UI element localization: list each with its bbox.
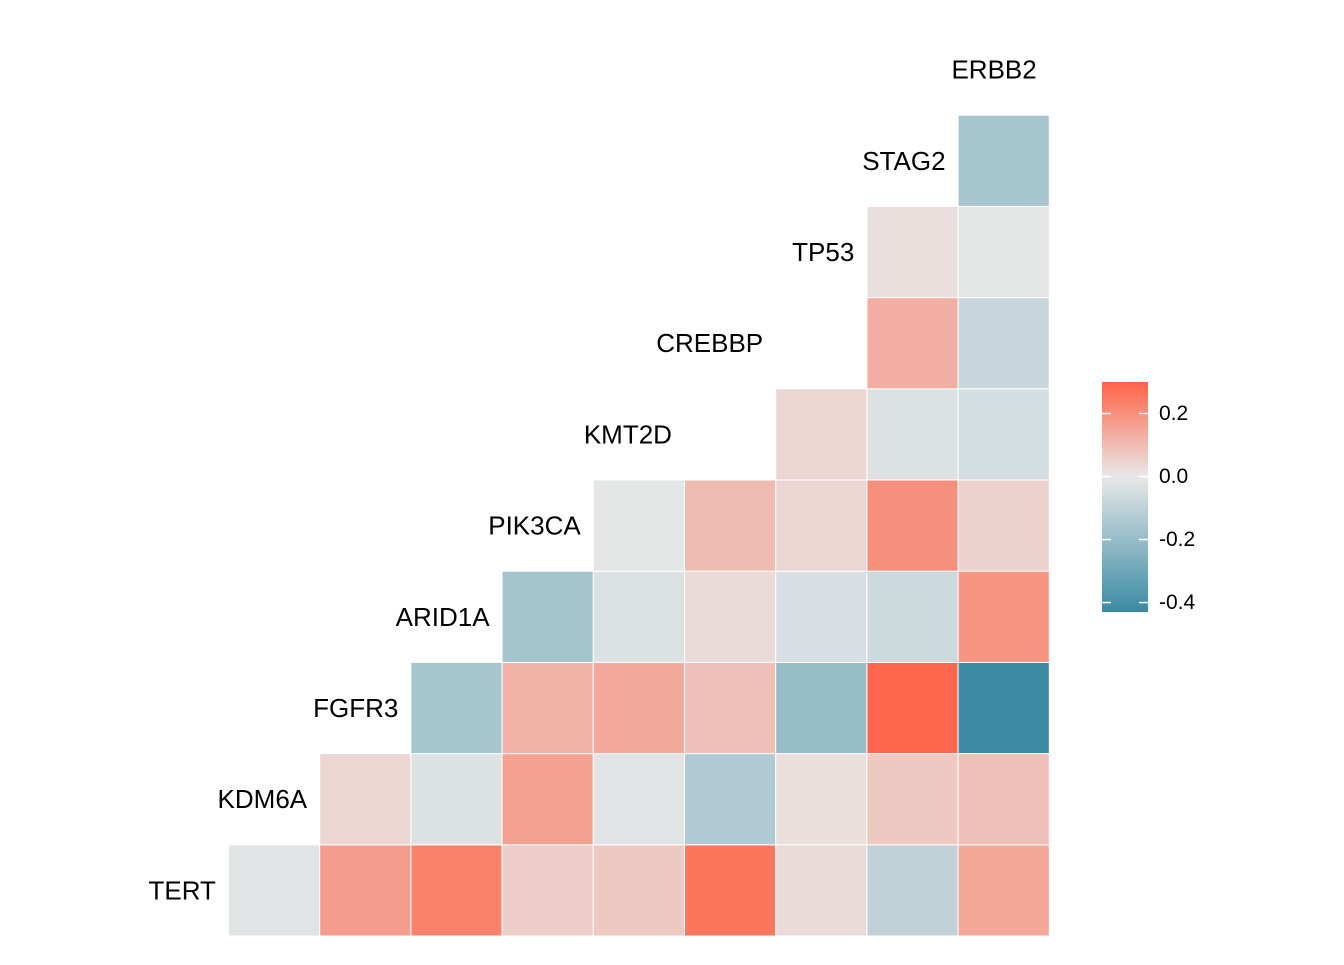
- heatmap-cell-tp53-pik3ca: [775, 479, 868, 572]
- heatmap-cell-pik3ca-kdm6a: [501, 753, 594, 846]
- heatmap-cell-tp53-kdm6a: [775, 753, 868, 846]
- heatmap-cell-crebbp-fgfr3: [684, 661, 777, 755]
- heatmap-cell-erbb2-tert: [957, 844, 1050, 937]
- heatmap-cell-erbb2-tp53: [957, 205, 1050, 299]
- heatmap-cell-stag2-fgfr3: [866, 661, 959, 755]
- heatmap-cell-kmt2d-kdm6a: [592, 753, 685, 846]
- heatmap-cell-stag2-tp53: [866, 205, 959, 299]
- heatmap-cell-stag2-arid1a: [866, 570, 959, 663]
- gene-labels: TERT KDM6A FGFR3 ARID1A PIK3CA KMT2D CREBBP TP5…: [149, 55, 1037, 906]
- legend-tick-label: -0.4: [1159, 591, 1196, 614]
- legend-tick-label: 0.2: [1159, 402, 1188, 425]
- heatmap-cell-erbb2-stag2: [957, 114, 1050, 207]
- gene-label-erbb2: ERBB2: [951, 55, 1036, 85]
- gene-label-crebbp: CREBBP: [656, 328, 763, 358]
- gene-label-stag2: STAG2: [862, 146, 945, 176]
- heatmap-cell-kmt2d-tert: [592, 844, 685, 937]
- heatmap-cell-fgfr3-tert: [319, 844, 412, 937]
- heatmap-cell-tp53-tert: [775, 844, 868, 937]
- heatmap-cell-crebbp-pik3ca: [684, 479, 777, 572]
- heatmap-cell-tp53-fgfr3: [775, 661, 868, 755]
- gene-label-tert: TERT: [149, 875, 217, 905]
- gene-label-pik3ca: PIK3CA: [488, 511, 581, 541]
- heatmap-cell-tp53-kmt2d: [775, 388, 868, 481]
- heatmap-cell-stag2-kdm6a: [866, 753, 959, 846]
- heatmap-cell-erbb2-fgfr3: [957, 661, 1050, 755]
- heatmap-cell-erbb2-crebbp: [957, 297, 1050, 390]
- heatmap-cell-arid1a-tert: [410, 844, 503, 937]
- heatmap-cell-tp53-arid1a: [775, 570, 868, 663]
- heatmap-cell-crebbp-tert: [684, 844, 777, 937]
- heatmap-cell-kdm6a-tert: [228, 844, 321, 937]
- gene-label-kmt2d: KMT2D: [584, 419, 672, 449]
- heatmap-cell-stag2-crebbp: [866, 297, 959, 390]
- heatmap-cell-crebbp-kdm6a: [684, 753, 777, 846]
- heatmap-cell-pik3ca-fgfr3: [501, 661, 594, 755]
- heatmap-cell-erbb2-kmt2d: [957, 388, 1050, 481]
- legend-color-bar: [1102, 382, 1148, 612]
- heatmap-cell-pik3ca-arid1a: [501, 570, 594, 663]
- heatmap-cell-erbb2-kdm6a: [957, 753, 1050, 846]
- heatmap-cell-stag2-kmt2d: [866, 388, 959, 481]
- heatmap-cell-erbb2-pik3ca: [957, 479, 1050, 572]
- heatmap-cell-kmt2d-pik3ca: [592, 479, 685, 572]
- gene-label-tp53: TP53: [792, 237, 854, 267]
- gene-label-kdm6a: KDM6A: [218, 784, 308, 814]
- color-legend: 0.2 0.0 -0.2 -0.4: [1102, 382, 1196, 614]
- heatmap-cell-arid1a-kdm6a: [410, 753, 503, 846]
- heatmap-cell-pik3ca-tert: [501, 844, 594, 937]
- legend-tick-label: 0.0: [1159, 465, 1188, 488]
- heatmap-cell-arid1a-fgfr3: [410, 661, 503, 755]
- heatmap-cell-stag2-pik3ca: [866, 479, 959, 572]
- heatmap-cell-kmt2d-arid1a: [592, 570, 685, 663]
- gene-label-fgfr3: FGFR3: [313, 693, 398, 723]
- heatmap-cell-fgfr3-kdm6a: [319, 753, 412, 846]
- heatmap-cells: [228, 114, 1050, 937]
- heatmap-cell-crebbp-arid1a: [684, 570, 777, 663]
- heatmap-cell-erbb2-arid1a: [957, 570, 1050, 663]
- heatmap-cell-stag2-tert: [866, 844, 959, 937]
- gene-label-arid1a: ARID1A: [396, 602, 491, 632]
- legend-tick-label: -0.2: [1159, 528, 1195, 551]
- heatmap-cell-kmt2d-fgfr3: [592, 661, 685, 755]
